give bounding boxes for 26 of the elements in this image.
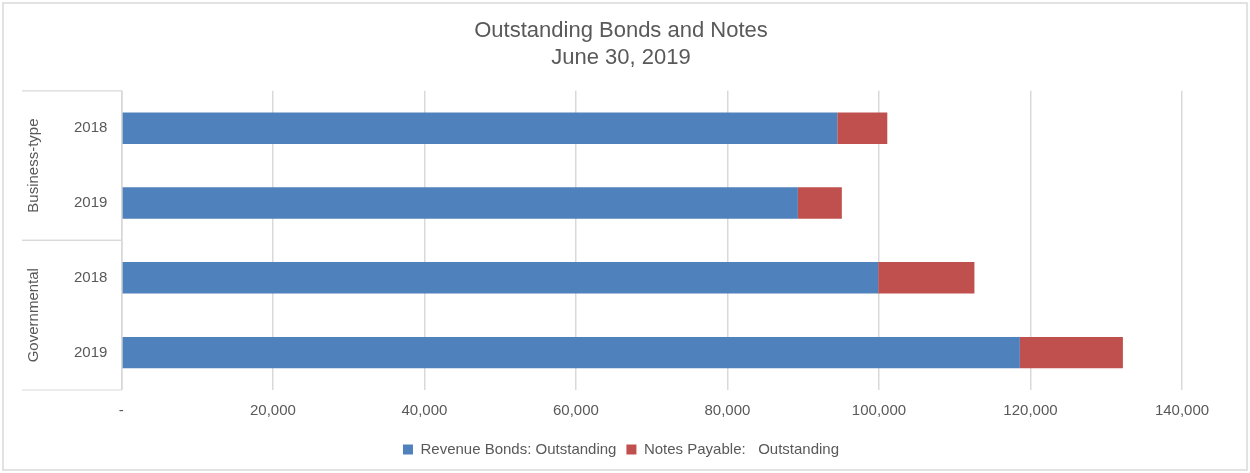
x-tick-label: 40,000 <box>401 401 448 419</box>
bar <box>837 112 888 144</box>
x-tick-label: 100,000 <box>851 401 907 419</box>
bar <box>797 187 842 219</box>
x-tick-label: 140,000 <box>1154 401 1210 419</box>
chart-subtitle: June 30, 2019 <box>551 43 691 69</box>
y-tick-label: 2018 <box>73 267 108 285</box>
bar <box>122 112 838 144</box>
legend-label: Revenue Bonds: Outstanding <box>420 439 617 457</box>
text: Governmental <box>24 268 42 363</box>
x-tick-label: 120,000 <box>1003 401 1058 419</box>
x-tick-label: - <box>118 401 124 419</box>
chart-title: Outstanding Bonds and Notes <box>474 17 768 43</box>
legend-label: Notes Payable: Outstanding <box>643 439 840 457</box>
y-tick-label: 2019 <box>73 193 108 211</box>
x-tick-label: 80,000 <box>704 401 751 419</box>
x-tick-label: 20,000 <box>249 401 296 419</box>
bar <box>122 336 1020 369</box>
bar <box>122 262 879 294</box>
bar <box>122 187 798 219</box>
bar <box>878 262 975 294</box>
y-tick-label: 2018 <box>73 118 108 136</box>
y-tick-label: 2019 <box>73 342 108 360</box>
x-tick-label: 60,000 <box>552 401 599 419</box>
bar <box>1019 336 1123 369</box>
text: Business-type <box>24 118 42 213</box>
